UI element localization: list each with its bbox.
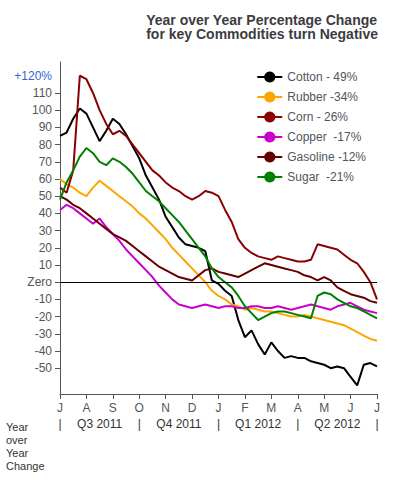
svg-text:M: M (266, 401, 276, 415)
svg-text:Year over Year Percentage Chan: Year over Year Percentage Change (146, 12, 377, 28)
svg-text:-50: -50 (35, 361, 53, 375)
svg-text:Year: Year (6, 447, 29, 459)
svg-text:Cotton - 49%: Cotton - 49% (287, 70, 357, 84)
svg-text:-30: -30 (35, 327, 53, 341)
svg-text:|: | (138, 417, 141, 431)
svg-text:A: A (294, 401, 302, 415)
svg-text:80: 80 (39, 138, 53, 152)
svg-text:Zero: Zero (27, 275, 52, 289)
svg-text:J: J (374, 401, 380, 415)
svg-text:O: O (135, 401, 144, 415)
svg-text:over: over (6, 434, 28, 446)
svg-text:-40: -40 (35, 344, 53, 358)
svg-text:40: 40 (39, 206, 53, 220)
svg-text:Change: Change (6, 460, 45, 472)
svg-text:J: J (216, 401, 222, 415)
svg-text:50: 50 (39, 189, 53, 203)
svg-text:Rubber -34%: Rubber -34% (287, 90, 358, 104)
svg-text:M: M (319, 401, 329, 415)
svg-text:Q2 2012: Q2 2012 (314, 417, 360, 431)
svg-text:Gasoline -12%: Gasoline -12% (287, 150, 366, 164)
svg-text:Copper -17%: Copper -17% (287, 130, 361, 144)
svg-text:|: | (217, 417, 220, 431)
svg-text:|: | (58, 417, 61, 431)
svg-text:110: 110 (33, 86, 52, 100)
svg-text:100: 100 (32, 103, 52, 117)
svg-text:Q4 2011: Q4 2011 (156, 417, 201, 431)
svg-text:70: 70 (39, 155, 53, 169)
svg-text:D: D (188, 401, 197, 415)
svg-text:+120%: +120% (14, 69, 52, 83)
svg-text:N: N (161, 401, 170, 415)
svg-text:20: 20 (39, 241, 53, 255)
svg-text:A: A (82, 401, 90, 415)
svg-text:Q3 2011: Q3 2011 (77, 417, 122, 431)
svg-text:90: 90 (39, 120, 53, 134)
svg-text:Year: Year (6, 421, 29, 433)
svg-text:|: | (375, 417, 378, 431)
svg-text:Q1 2012: Q1 2012 (235, 417, 281, 431)
svg-text:for key Commodities turn Negat: for key Commodities turn Negative (146, 26, 378, 42)
svg-text:S: S (109, 401, 117, 415)
svg-text:-20: -20 (35, 310, 53, 324)
svg-text:-10: -10 (35, 292, 53, 306)
svg-text:30: 30 (39, 224, 53, 238)
svg-text:F: F (241, 401, 248, 415)
svg-text:Sugar -21%: Sugar -21% (287, 170, 354, 184)
svg-text:J: J (57, 401, 63, 415)
svg-text:60: 60 (39, 172, 53, 186)
svg-text:10: 10 (39, 258, 53, 272)
svg-text:J: J (348, 401, 354, 415)
svg-text:|: | (296, 417, 299, 431)
svg-text:Corn - 26%: Corn - 26% (287, 110, 348, 124)
